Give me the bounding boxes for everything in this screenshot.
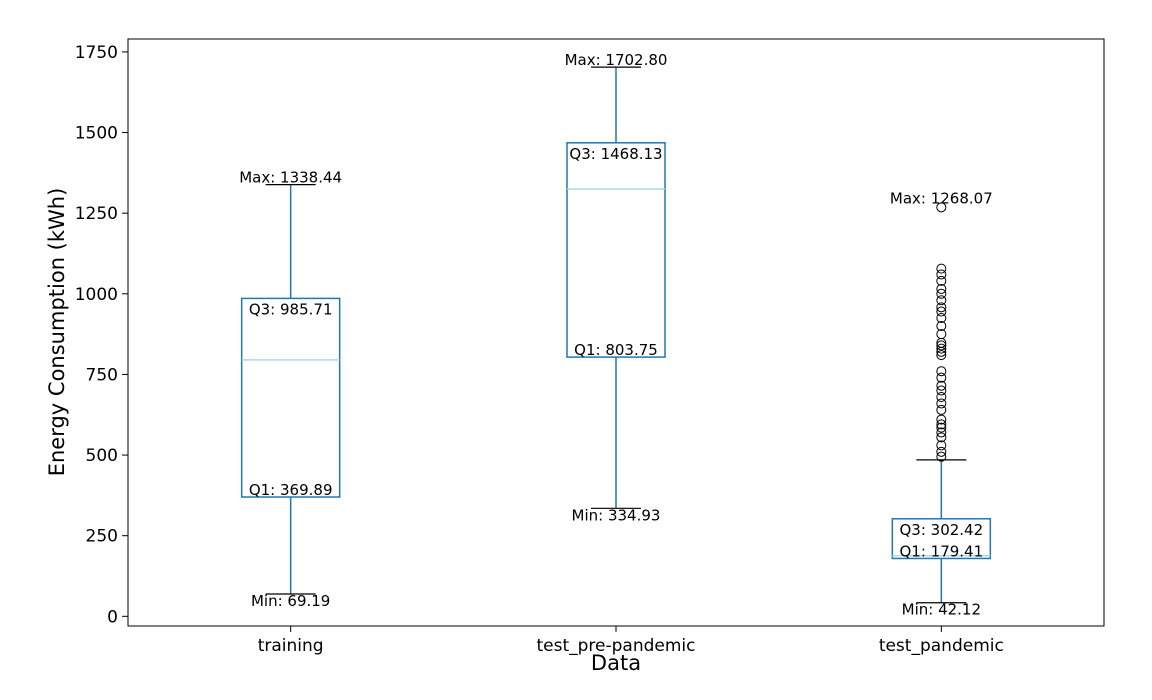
outlier-point [936, 306, 947, 317]
y-axis-title: Energy Consumption (kWh) [45, 188, 69, 477]
outlier-point [936, 269, 947, 280]
outlier-point [936, 414, 947, 425]
q3-label: Q3: 302.42 [899, 521, 983, 539]
outlier-point [936, 432, 947, 443]
outlier-point [936, 392, 947, 403]
outlier-point [936, 295, 947, 306]
outlier-point [936, 343, 947, 354]
outlier-point [936, 346, 947, 357]
x-axis-title: Data [591, 651, 641, 675]
outlier-point [936, 427, 947, 438]
outlier-point [936, 398, 947, 409]
y-tick-label: 250 [86, 527, 118, 547]
outlier-point [936, 321, 947, 332]
outlier-point [936, 263, 947, 274]
min-label: Min: 334.93 [572, 506, 661, 524]
q1-label: Q1: 369.89 [249, 481, 333, 499]
y-tick-label: 1000 [75, 285, 118, 305]
outlier-point [936, 422, 947, 433]
x-tick-label: test_pandemic [879, 636, 1004, 656]
outlier-point [936, 419, 947, 430]
outlier-point [936, 385, 947, 396]
max-label: Max: 1702.80 [565, 51, 668, 69]
outlier-point [936, 372, 947, 383]
outlier-point [936, 340, 947, 351]
outlier-point [936, 404, 947, 415]
max-label: Max: 1338.44 [239, 169, 342, 187]
outlier-point [936, 440, 947, 451]
q1-label: Q1: 179.41 [899, 542, 983, 560]
outlier-point [936, 366, 947, 377]
outlier-point [936, 446, 947, 457]
iqr-box [240, 297, 341, 498]
q1-label: Q1: 803.75 [574, 341, 658, 359]
iqr-box [891, 518, 992, 560]
outlier-point [936, 312, 947, 323]
x-tick-label: training [258, 636, 324, 656]
outlier-point [936, 302, 947, 313]
y-tick-label: 750 [86, 365, 118, 385]
outlier-point [936, 275, 947, 286]
y-tick-label: 1750 [75, 43, 118, 63]
outlier-point [936, 380, 947, 391]
x-tick-label: test_pre-pandemic [536, 636, 695, 656]
outlier-point [936, 350, 947, 361]
y-tick-label: 500 [86, 446, 118, 466]
plot-frame [127, 38, 1105, 627]
outlier-point [936, 202, 947, 213]
plot-layer: 0 250 500 750 1000 1250 1500 1750 training Max: 1… [75, 43, 1004, 656]
y-tick-label: 1250 [75, 204, 118, 224]
outlier-point [936, 451, 947, 462]
max-label: Max: 1268.07 [890, 189, 993, 207]
y-tick-label: 0 [107, 607, 118, 627]
min-label: Min: 42.12 [902, 601, 981, 619]
outlier-point [936, 283, 947, 294]
min-label: Min: 69.19 [251, 592, 330, 610]
iqr-box [566, 142, 666, 358]
y-tick-label: 1500 [75, 124, 118, 144]
outlier-point [936, 288, 947, 299]
q3-label: Q3: 1468.13 [569, 145, 662, 163]
q3-label: Q3: 985.71 [249, 300, 333, 318]
